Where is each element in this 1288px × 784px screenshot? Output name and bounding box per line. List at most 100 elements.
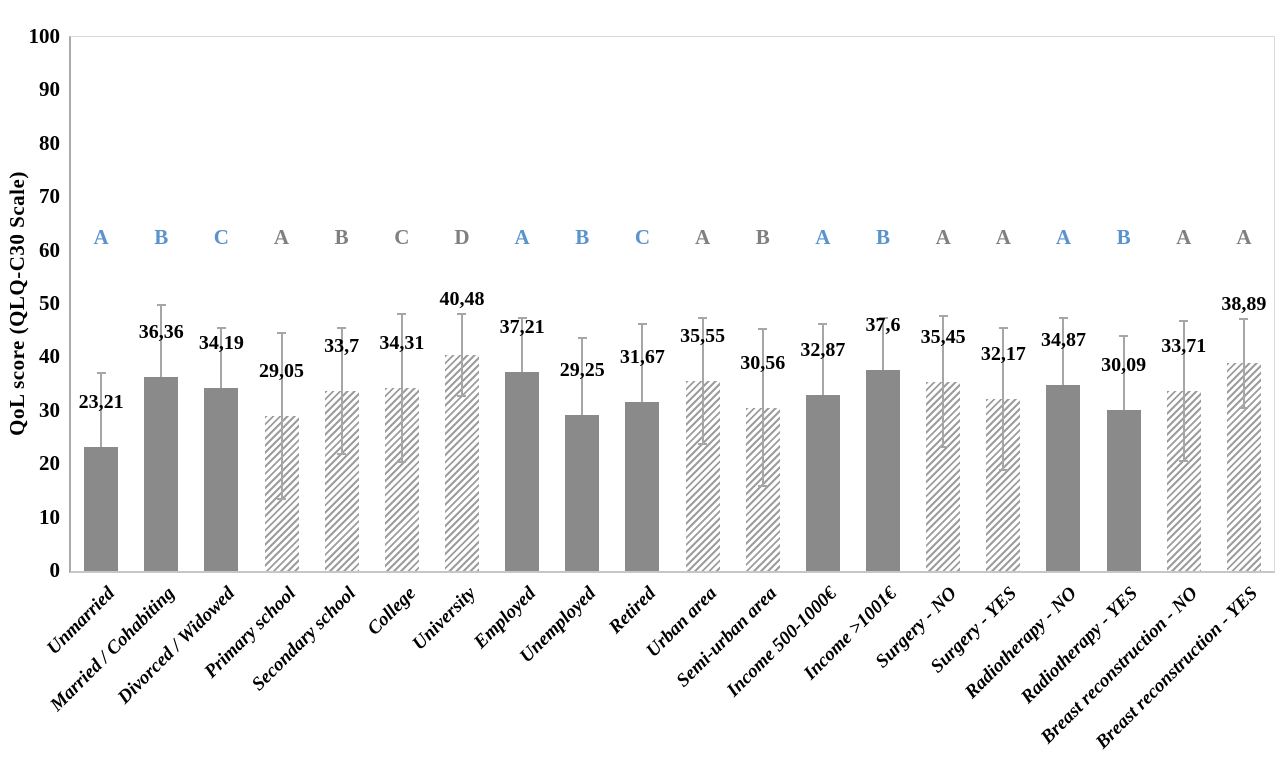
significance-letter: B xyxy=(575,225,590,249)
x-axis-label: Retired xyxy=(605,582,661,638)
error-bar-bottom-cap xyxy=(397,460,407,463)
y-tick-label: 80 xyxy=(39,130,60,155)
error-bar-lower xyxy=(400,387,403,463)
bar-value-label: 37,21 xyxy=(499,316,545,339)
error-bar-bottom-cap xyxy=(758,485,768,488)
bar-income-500-1000 xyxy=(805,395,840,571)
significance-letter: C xyxy=(634,225,650,249)
bar-value-label: 33,7 xyxy=(324,335,360,358)
bar-value-label: 31,67 xyxy=(619,345,665,368)
error-bar-upper xyxy=(460,313,463,355)
significance-letter: A xyxy=(1055,225,1072,249)
significance-letter: B xyxy=(876,225,891,249)
significance-letter: B xyxy=(334,225,349,249)
error-bar-lower xyxy=(1002,399,1005,472)
y-tick-label: 40 xyxy=(39,344,60,369)
y-tick-label: 10 xyxy=(39,504,60,529)
significance-letter: C xyxy=(394,225,410,249)
y-tick-label: 30 xyxy=(39,397,60,422)
significance-letter: C xyxy=(213,225,229,249)
significance-letter: A xyxy=(995,225,1011,249)
bar-value-label: 34,87 xyxy=(1040,328,1086,351)
error-bar-upper xyxy=(220,327,223,389)
x-axis-label: Secondary school xyxy=(247,582,360,696)
bar-value-label: 35,45 xyxy=(920,325,966,348)
error-bar-top-cap xyxy=(216,327,226,330)
bar-income-1001 xyxy=(866,370,901,571)
bar-employed xyxy=(505,372,540,571)
bar-value-label: 30,09 xyxy=(1101,354,1147,377)
bar-value-label: 32,87 xyxy=(800,339,846,362)
bar-unmarried xyxy=(84,447,119,571)
x-axis-label: Semi-urban area xyxy=(672,582,781,692)
significance-letter: A xyxy=(694,225,711,249)
bar-value-label: 30,56 xyxy=(740,351,786,374)
bar-value-label: 37,6 xyxy=(865,314,901,337)
error-bar-top-cap xyxy=(698,317,708,320)
significance-letter: A xyxy=(1236,225,1252,249)
bar-radiotherapy-yes xyxy=(1106,410,1141,571)
bar-radiotherapy-no xyxy=(1046,384,1081,571)
error-bar-upper xyxy=(581,336,584,415)
error-bar-bottom-cap xyxy=(998,469,1008,472)
error-bar-top-cap xyxy=(457,313,467,316)
error-bar-upper xyxy=(280,332,283,416)
bar-value-label: 38,89 xyxy=(1221,292,1267,315)
y-tick-label: 0 xyxy=(49,558,61,582)
bar-value-label: 34,31 xyxy=(379,331,425,354)
error-bar-top-cap xyxy=(878,316,888,319)
significance-letter: B xyxy=(1116,225,1131,249)
error-bar-upper xyxy=(761,328,764,408)
bar-divorced-widowed xyxy=(204,388,239,571)
error-bar-top-cap xyxy=(337,326,347,329)
significance-letter: A xyxy=(273,225,290,249)
y-tick-label: 90 xyxy=(39,77,60,102)
significance-letter: D xyxy=(454,225,470,249)
error-bar-upper xyxy=(521,316,524,373)
error-bar-upper xyxy=(400,313,403,388)
error-bar-lower xyxy=(280,415,283,500)
y-tick-label: 60 xyxy=(39,237,60,262)
error-bar-upper xyxy=(882,316,885,371)
error-bar-top-cap xyxy=(637,322,647,325)
error-bar-top-cap xyxy=(517,316,527,319)
error-bar-upper xyxy=(1182,319,1185,391)
bar-value-label: 32,17 xyxy=(980,343,1026,366)
error-bar-lower xyxy=(1182,391,1185,463)
bar-value-label: 35,55 xyxy=(680,325,726,348)
error-bar-bottom-cap xyxy=(1239,406,1249,409)
significance-letter: A xyxy=(514,225,530,249)
error-bar-upper xyxy=(100,371,103,448)
bar-value-label: 34,19 xyxy=(198,332,244,355)
significance-letter: B xyxy=(154,225,169,249)
error-bar-top-cap xyxy=(277,332,287,335)
bar-value-label: 33,71 xyxy=(1161,335,1207,357)
significance-letter: B xyxy=(755,225,770,249)
error-bar-top-cap xyxy=(1058,316,1068,319)
error-bar-upper xyxy=(160,304,163,377)
significance-letter: A xyxy=(93,225,109,249)
plot-area: 23,21 A 36,36 B 34,19 C 29,05 A 33,7 B 34,31 C 40,48… xyxy=(69,36,1275,573)
bar-unemployed xyxy=(565,414,600,571)
error-bar-lower xyxy=(1242,363,1245,409)
significance-letter: A xyxy=(935,225,951,249)
error-bar-bottom-cap xyxy=(277,497,287,500)
error-bar-bottom-cap xyxy=(938,446,948,449)
error-bar-lower xyxy=(701,381,704,446)
y-tick-label: 50 xyxy=(39,291,60,315)
error-bar-upper xyxy=(340,326,343,392)
error-bar-upper xyxy=(1062,316,1065,385)
error-bar-upper xyxy=(942,314,945,382)
error-bar-lower xyxy=(340,391,343,456)
bar-value-label: 23,21 xyxy=(78,391,124,414)
error-bar-bottom-cap xyxy=(698,443,708,446)
bar-retired xyxy=(625,401,660,571)
bar-value-label: 40,48 xyxy=(439,288,485,311)
error-bar-upper xyxy=(1242,317,1245,364)
error-bar-upper xyxy=(701,317,704,382)
error-bar-top-cap xyxy=(156,304,166,307)
x-axis-label: College xyxy=(363,582,420,640)
error-bar-upper xyxy=(1002,327,1005,400)
error-bar-top-cap xyxy=(758,328,768,331)
error-bar-top-cap xyxy=(1119,335,1129,338)
